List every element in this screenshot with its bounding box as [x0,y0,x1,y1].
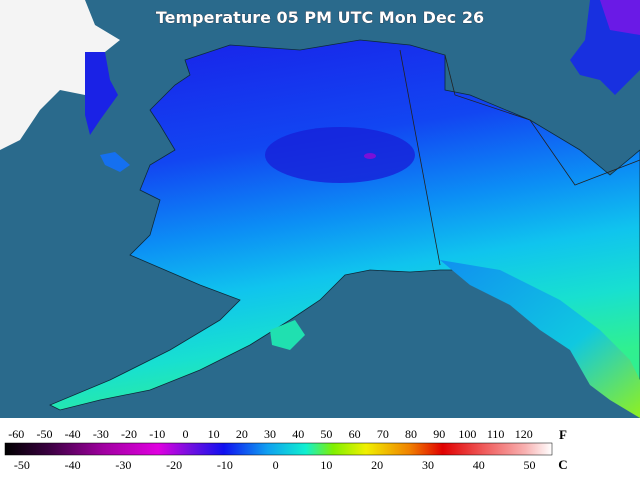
f-tick-label: 110 [487,427,505,441]
f-unit: F [559,427,567,442]
russia-land [0,0,120,150]
c-tick-label: -40 [65,458,81,472]
c-tick-label: 40 [473,458,485,472]
cold-spot-inland [364,153,376,159]
borders [399,49,640,266]
c-tick-label: -10 [217,458,233,472]
chukotka [85,52,118,135]
f-tick-label: 60 [349,427,361,441]
f-tick-label: -60 [8,427,24,441]
f-tick-label: -20 [121,427,137,441]
f-tick-label: -10 [149,427,165,441]
color-bar [4,442,553,456]
f-tick-label: 0 [182,427,188,441]
f-tick-label: 100 [458,427,476,441]
f-tick-label: -30 [93,427,109,441]
cold-core [265,127,415,183]
c-tick-label: -50 [14,458,30,472]
c-tick-label: -30 [115,458,131,472]
f-tick-label: 80 [405,427,417,441]
kodiak-island [270,320,305,350]
f-tick-label: 30 [264,427,276,441]
c-tick-label: 0 [273,458,279,472]
cold-spot [600,0,640,35]
f-tick-label: -50 [36,427,52,441]
c-tick-label: -20 [166,458,182,472]
panhandle [440,260,640,418]
f-tick-label: 50 [320,427,332,441]
c-tick-label: 10 [320,458,332,472]
st-lawrence-island [100,152,130,172]
f-tick-label: 20 [236,427,248,441]
f-tick-label: 120 [515,427,533,441]
f-tick-label: 10 [208,427,220,441]
c-tick-label: 20 [371,458,383,472]
f-tick-label: 70 [377,427,389,441]
c-tick-label: 50 [523,458,535,472]
c-tick-label: 30 [422,458,434,472]
f-tick-label: -40 [65,427,81,441]
f-tick-label: 90 [433,427,445,441]
c-unit: C [558,457,567,472]
alaska-land [49,39,640,419]
map-title: Temperature 05 PM UTC Mon Dec 26 [156,8,484,27]
f-tick-label: 40 [292,427,304,441]
